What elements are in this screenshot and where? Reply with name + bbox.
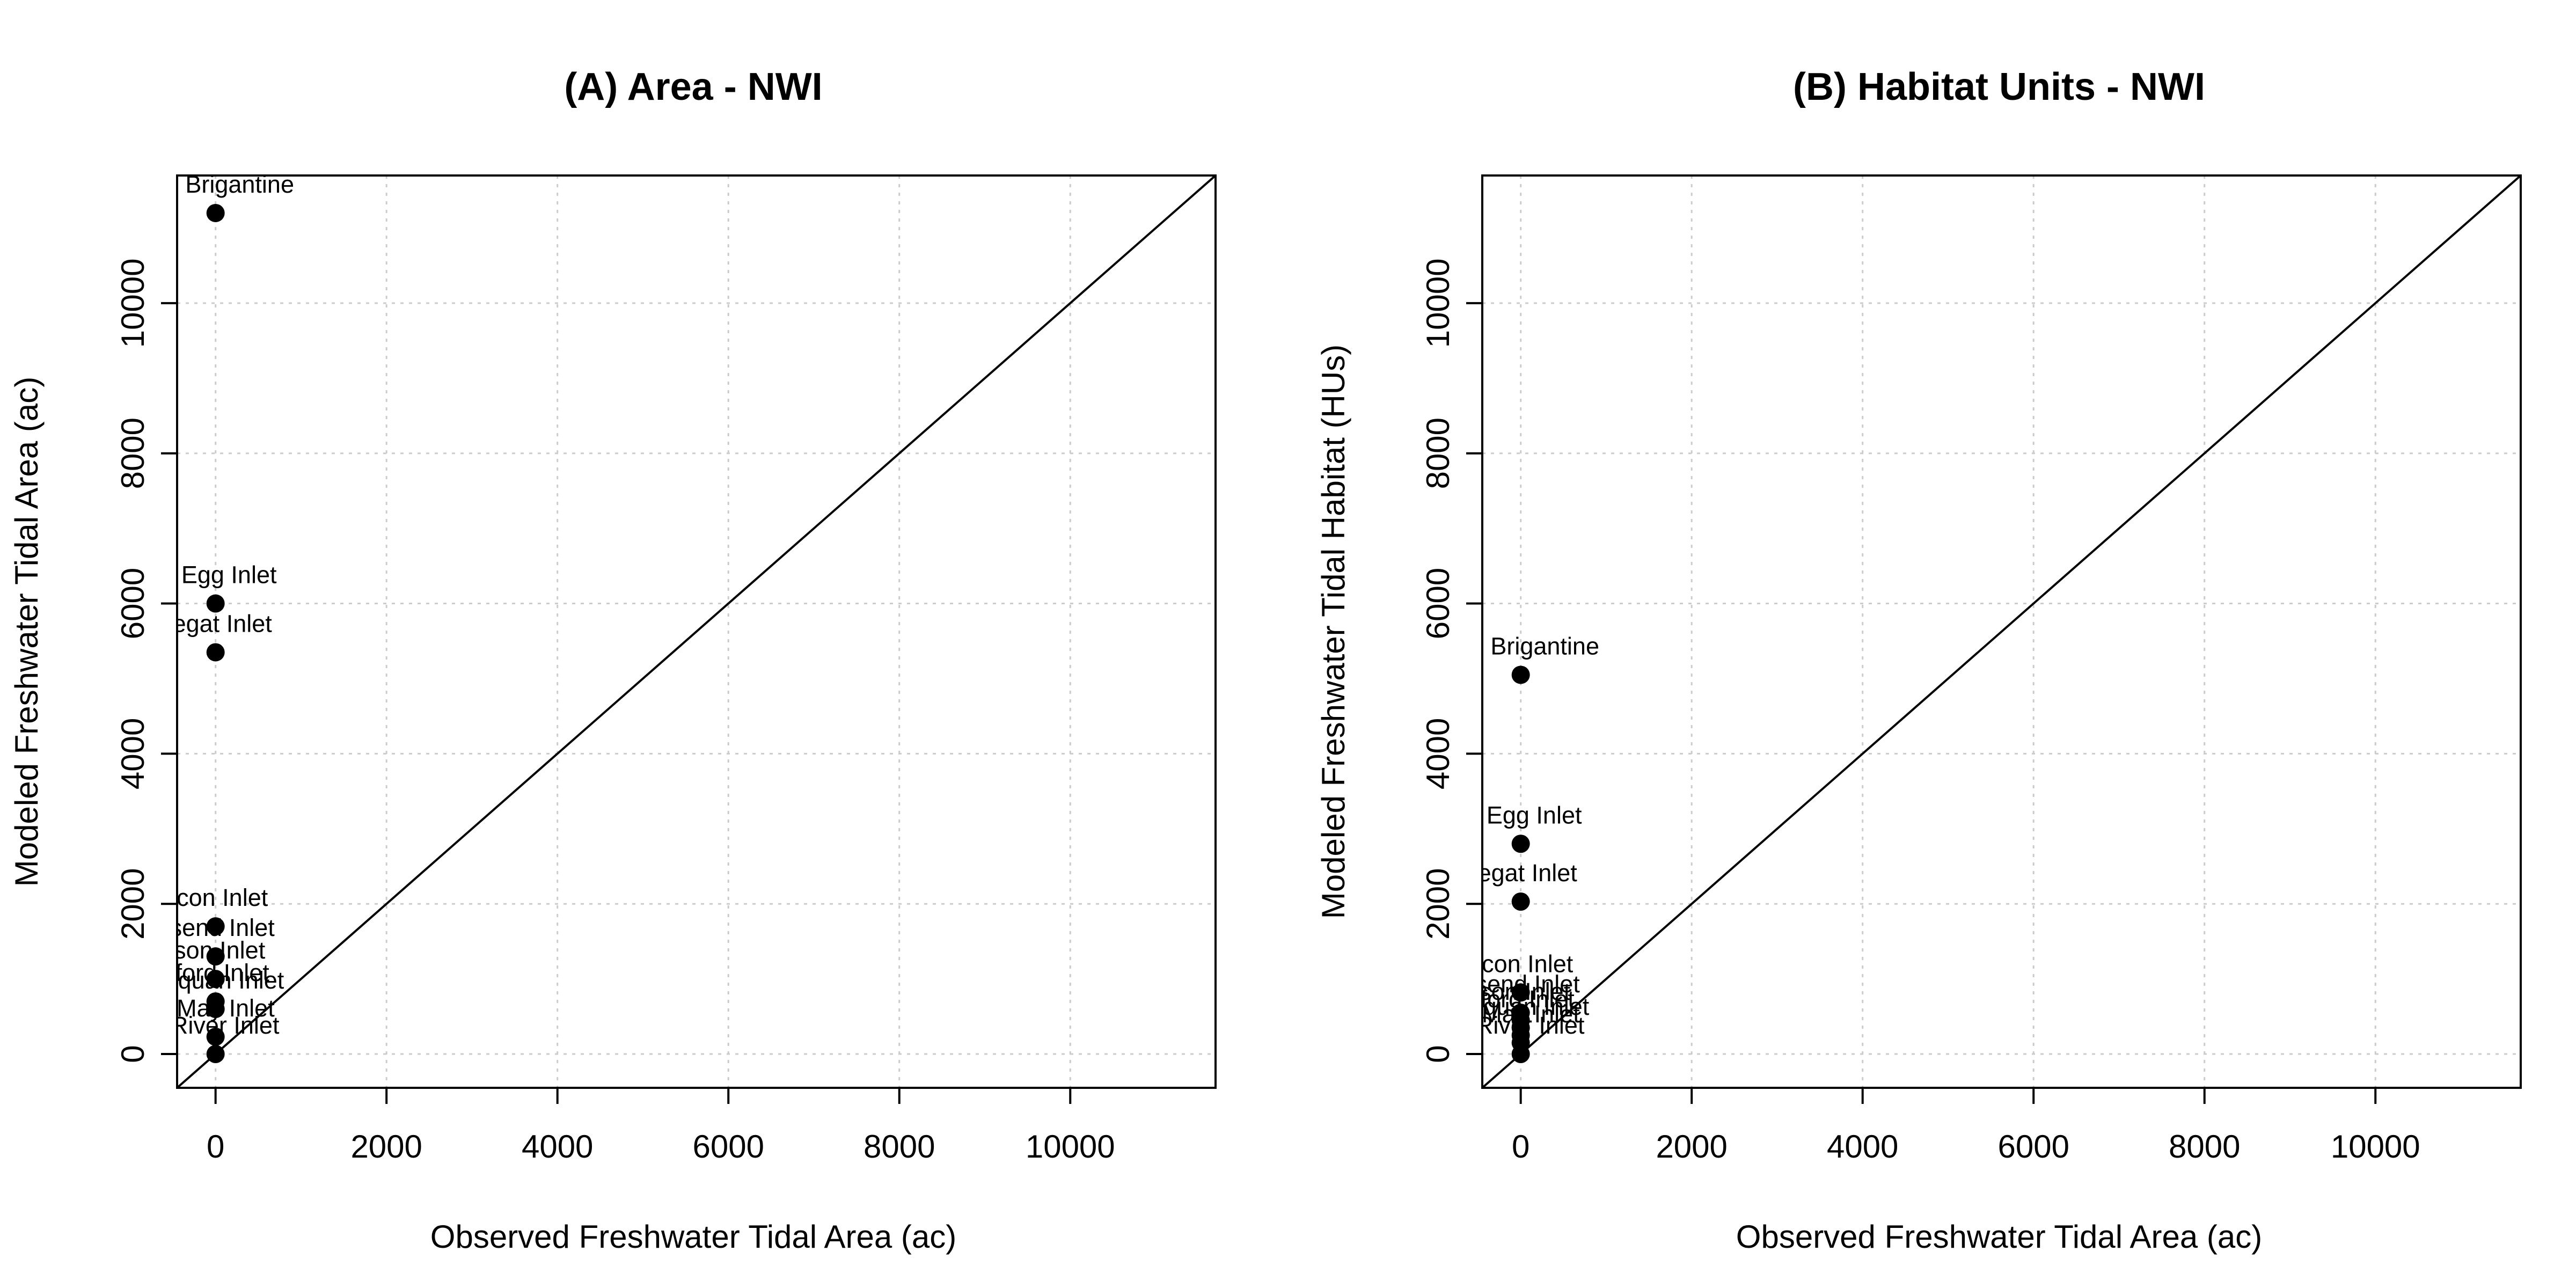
- x-tick-label: 0: [207, 1129, 224, 1165]
- point-label: gg - Brigantine: [1442, 632, 1599, 660]
- y-tick-label: 2000: [115, 868, 151, 939]
- x-axis: 0 2000 4000 6000 8000 10000: [207, 1087, 1115, 1165]
- point-label: econ Inlet: [1468, 950, 1574, 977]
- point-label: nsend Inlet: [1462, 970, 1580, 998]
- grid-lines: [177, 175, 1216, 1088]
- identity-line: [1481, 174, 2522, 1089]
- data-points: [1511, 665, 1530, 1064]
- point-label: negat Inlet: [159, 610, 273, 637]
- x-tick-label: 2000: [350, 1129, 422, 1165]
- point-label: nisquan Inlet: [147, 967, 284, 994]
- x-tick-label: 10000: [2331, 1129, 2420, 1165]
- point-label: eford Inlet: [1467, 985, 1575, 1013]
- data-point: [206, 643, 225, 662]
- x-tick-label: 0: [1512, 1129, 1529, 1165]
- chart-title: (A) Area - NWI: [564, 65, 822, 108]
- y-tick-label: 0: [115, 1045, 151, 1063]
- chart-title: (B) Habitat Units - NWI: [1793, 65, 2205, 108]
- x-tick-label: 4000: [522, 1129, 593, 1165]
- point-labels: gg - Brigantine at Egg Inlet negat Inlet ec…: [137, 171, 294, 1039]
- point-label: at Egg Inlet: [1460, 801, 1582, 829]
- x-tick-label: 6000: [1997, 1129, 2069, 1165]
- point-label: eford Inlet: [162, 959, 270, 986]
- y-tick-label: 4000: [1420, 718, 1456, 789]
- data-point: [1511, 835, 1530, 853]
- data-point: [1511, 665, 1530, 684]
- data-point: [206, 917, 225, 936]
- data-point: [1511, 983, 1530, 1002]
- data-point: [206, 1000, 225, 1019]
- point-label: e May Inlet: [1462, 1000, 1580, 1028]
- x-axis: 0 2000 4000 6000 8000 10000: [1512, 1087, 2420, 1165]
- y-tick-label: 4000: [115, 718, 151, 789]
- y-axis: 0 2000 4000 6000 8000 10000: [1420, 258, 1483, 1063]
- point-label: nisquan Inlet: [1452, 993, 1590, 1020]
- y-tick-label: 8000: [115, 418, 151, 489]
- x-tick-label: 8000: [2169, 1129, 2240, 1165]
- point-label: k River Inlet: [152, 1012, 280, 1039]
- data-point: [206, 1027, 225, 1046]
- point-label: k River Inlet: [1457, 1012, 1585, 1039]
- y-tick-label: 0: [1420, 1045, 1456, 1063]
- x-tick-label: 2000: [1656, 1129, 1727, 1165]
- y-tick-label: 2000: [1420, 868, 1456, 939]
- y-axis-label: Modeled Freshwater Tidal Area (ac): [9, 377, 45, 887]
- y-tick-label: 10000: [115, 258, 151, 348]
- y-axis-label: Modeled Freshwater Tidal Habitat (HUs): [1315, 345, 1351, 919]
- data-point: [206, 970, 225, 989]
- data-point: [206, 594, 225, 613]
- x-tick-label: 4000: [1827, 1129, 1898, 1165]
- y-tick-label: 6000: [1420, 568, 1456, 639]
- point-label: e May Inlet: [157, 994, 275, 1022]
- x-axis-label: Observed Freshwater Tidal Area (ac): [1736, 1219, 2262, 1255]
- data-point: [206, 1045, 225, 1064]
- x-tick-label: 10000: [1026, 1129, 1115, 1165]
- y-tick-label: 8000: [1420, 418, 1456, 489]
- point-label: gg - Brigantine: [137, 171, 294, 198]
- data-point: [1511, 892, 1530, 911]
- x-axis-label: Observed Freshwater Tidal Area (ac): [430, 1219, 956, 1255]
- y-tick-label: 10000: [1420, 258, 1456, 348]
- y-tick-label: 6000: [115, 568, 151, 639]
- point-label: at Egg Inlet: [155, 561, 277, 589]
- point-label: nsend Inlet: [157, 914, 275, 941]
- point-label: econ Inlet: [163, 884, 268, 911]
- data-point: [1511, 1045, 1530, 1064]
- point-label: rson Inlet: [1471, 978, 1571, 1005]
- data-point: [206, 947, 225, 966]
- x-tick-label: 6000: [692, 1129, 764, 1165]
- point-labels: gg - Brigantine at Egg Inlet negat Inlet ec…: [1442, 632, 1599, 1039]
- data-point: [206, 203, 225, 222]
- point-label: rson Inlet: [166, 936, 266, 964]
- data-points: [206, 203, 225, 1064]
- panel-a: (A) Area - NWI 0 2000 4000 6000 8000 10000 0 2…: [9, 65, 1217, 1255]
- grid-lines: [1482, 175, 2521, 1088]
- y-axis: 0 2000 4000 6000 8000 10000: [115, 258, 178, 1063]
- identity-line: [176, 174, 1217, 1089]
- panel-b: (B) Habitat Units - NWI 0 2000 4000 6000 800…: [1315, 65, 2522, 1255]
- x-tick-label: 8000: [863, 1129, 935, 1165]
- point-label: negat Inlet: [1465, 859, 1578, 887]
